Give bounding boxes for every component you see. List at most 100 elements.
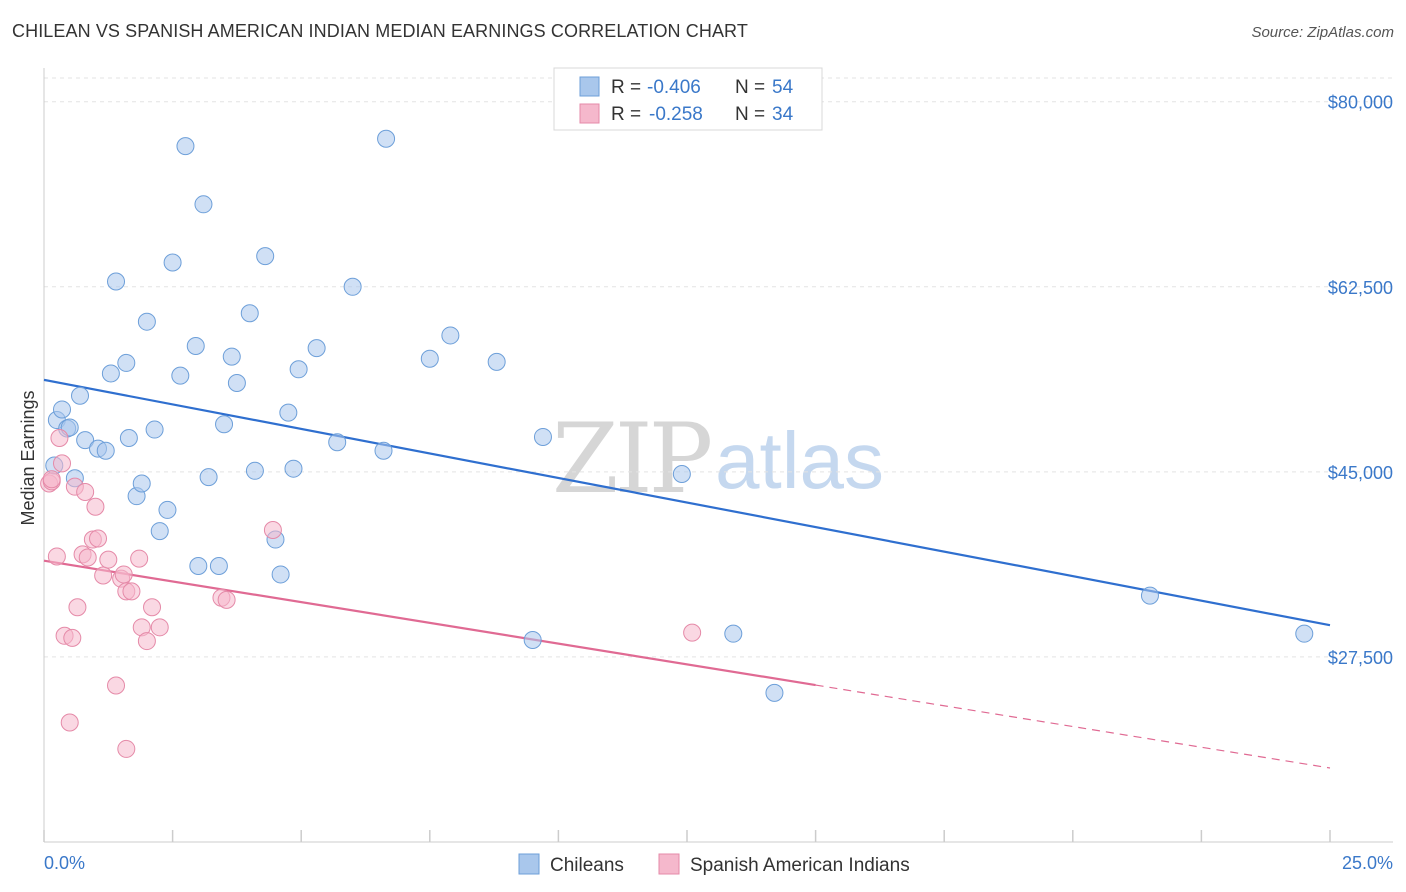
chilean-point [765,683,784,702]
chilean-point [76,431,95,450]
spanish-american-indian-point [137,632,156,651]
legend-r-value-1: -0.406 [647,77,701,98]
chilean-point [137,312,156,331]
spanish-american-indian-point [150,618,169,637]
trend-lines [43,378,1331,769]
series-legend-spanish-american-indians: Spanish American Indians [690,855,910,876]
chilean-point [441,326,460,345]
trend-line-extrapolated-spanish-american-indian [815,684,1331,769]
chilean-point [279,403,298,422]
chilean-point [245,461,264,480]
legend-n-label-2: N = [735,104,765,125]
spanish-american-indian-point [50,429,69,448]
spanish-american-indian-point [78,548,97,567]
chilean-point [328,433,347,452]
spanish-american-indian-point [94,566,113,585]
chilean-point [171,366,190,385]
spanish-american-indian-point [130,549,149,568]
chilean-point [240,304,259,323]
chilean-point [101,364,120,383]
watermark-zip: ZIP [552,403,711,515]
y-tick-label: $62,500 [1328,278,1393,298]
y-axis-title: Median Earnings [18,390,38,525]
series-legend: Chileans Spanish American Indians [518,853,910,876]
chilean-point [107,272,126,291]
chilean-point [119,429,138,448]
chilean-point [145,420,164,439]
legend-n-value-2: 34 [772,104,794,125]
x-tick-label-min: 0.0% [44,853,85,873]
chilean-point [117,353,136,372]
spanish-american-indian-point [47,547,66,566]
chilean-point [209,556,228,575]
chilean-point [284,459,303,478]
chilean-point [256,247,275,266]
spanish-american-indian-point [63,628,82,647]
legend-swatch-chileans [579,76,600,97]
y-tick-label: $45,000 [1328,463,1393,483]
legend-r-label-2: R = [611,104,641,125]
chilean-point [96,441,115,460]
y-tick-label: $27,500 [1328,648,1393,668]
chilean-point [1295,624,1314,643]
chilean-point [374,441,393,460]
chilean-point [420,349,439,368]
chilean-point [222,347,241,366]
chilean-point [186,337,205,356]
series-legend-chileans: Chileans [550,855,624,876]
spanish-american-indian-point [683,623,702,642]
chilean-point [53,400,72,419]
y-tick-labels: $27,500 $45,000 $62,500 $80,000 [1328,93,1393,668]
spanish-american-indian-point [76,482,95,501]
legend-r-label-1: R = [611,77,641,98]
spanish-american-indian-point [53,454,72,473]
chilean-point [307,339,326,358]
trend-line-chilean [43,378,1331,627]
legend-swatch-spanish-american-indians [579,103,600,124]
chart-title: CHILEAN VS SPANISH AMERICAN INDIAN MEDIA… [12,21,748,41]
chilean-point [672,464,691,483]
spanish-american-indian-point [60,713,79,732]
chilean-point [1140,586,1159,605]
spanish-american-indian-point [217,590,236,609]
chilean-point [158,500,177,519]
chilean-point [71,386,90,405]
chilean-point [132,474,151,493]
series-legend-swatch-spanish-american-indians [658,853,680,875]
spanish-american-indian-point [117,739,136,758]
spanish-american-indian-point [99,550,118,569]
chilean-point [487,352,506,371]
source-label: Source: ZipAtlas.com [1251,24,1394,41]
chilean-point [150,522,169,541]
stats-legend: R = -0.406 N = 54 R = -0.258 N = 34 [553,67,823,131]
chilean-point [215,415,234,434]
spanish-american-indian-point [42,470,61,489]
gridlines [44,77,1393,658]
spanish-american-indian-point [143,598,162,617]
chilean-point [189,556,208,575]
x-tick-label-max: 25.0% [1342,853,1393,873]
chilean-point [176,137,195,156]
chilean-point [163,253,182,272]
spanish-american-indian-point [122,582,141,601]
spanish-american-indian-point [68,598,87,617]
chilean-point [194,195,213,214]
chilean-point [271,565,290,584]
chilean-point [533,427,552,446]
chilean-point [199,468,218,487]
spanish-american-indian-point [263,521,282,540]
chilean-point [289,360,308,379]
series-legend-swatch-chileans [518,853,540,875]
spanish-american-indian-point [86,497,105,516]
data-points [40,129,1314,758]
legend-n-value-1: 54 [772,77,794,98]
chilean-point [343,277,362,296]
spanish-american-indian-point [107,676,126,695]
legend-n-label-1: N = [735,77,765,98]
legend-r-value-2: -0.258 [649,104,703,125]
chilean-point [377,129,396,148]
y-tick-label: $80,000 [1328,93,1393,113]
chilean-point [523,631,542,650]
trend-line-spanish-american-indian [43,559,816,687]
